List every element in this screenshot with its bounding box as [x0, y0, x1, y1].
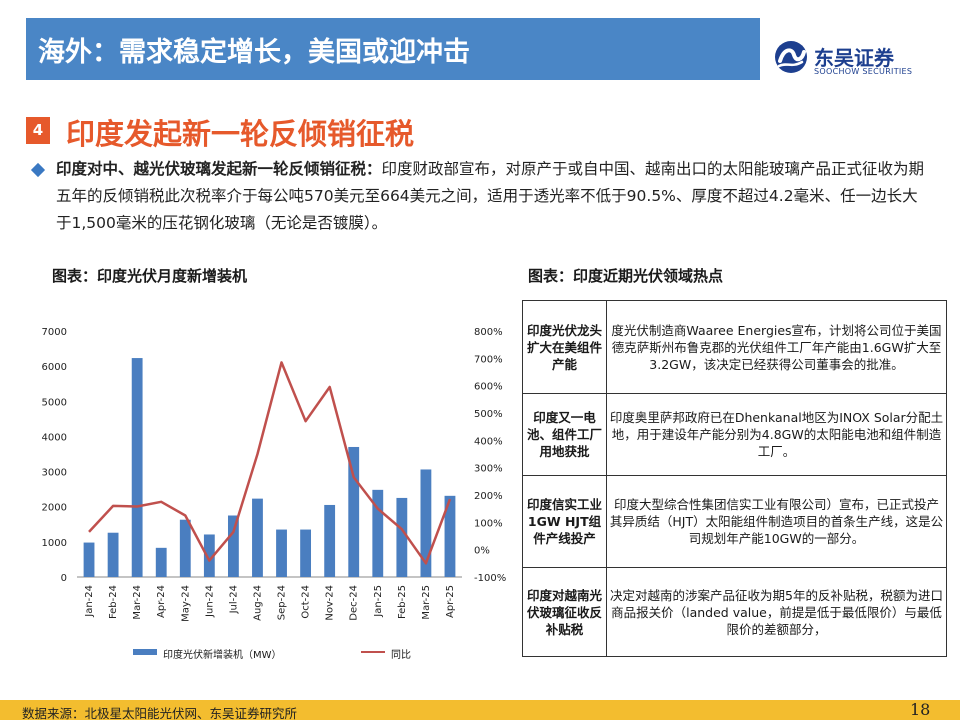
bar	[372, 489, 384, 577]
y-right-tick-label: 400%	[474, 436, 503, 447]
section-number-badge: 4	[26, 117, 50, 144]
x-tick-label: Oct-24	[301, 585, 312, 619]
bar-series	[83, 358, 456, 577]
table-row: 印度信实工业1GW HJT组件产线投产 印度大型综合性集团信实工业有限公司）宣布…	[522, 475, 947, 568]
page-number: 18	[910, 700, 931, 719]
x-tick-label: Feb-24	[108, 585, 119, 619]
table-row: 印度又一电池、组件工厂用地获批 印度奥里萨邦政府已在Dhenkanal地区为IN…	[522, 393, 947, 476]
legend-bar-swatch	[133, 649, 157, 655]
soochow-logo-icon	[775, 41, 807, 73]
x-tick-label: Mar-25	[421, 585, 432, 620]
bar	[324, 504, 336, 577]
bar	[179, 519, 191, 577]
install-chart: 0 1000 2000 3000 4000 5000 6000 7000 -100% 0% 100%…	[42, 327, 507, 622]
legend-line-label: 同比	[391, 650, 411, 661]
bar	[131, 358, 143, 577]
x-tick-label: Aug-24	[252, 585, 263, 621]
bar	[252, 498, 263, 577]
bar	[348, 446, 360, 577]
bar	[444, 495, 456, 577]
bar	[83, 542, 95, 577]
y-left-tick-label: 6000	[42, 362, 67, 373]
y-right-tick-label: 500%	[474, 409, 503, 420]
page-title: 海外：需求稳定增长，美国或迎冲击	[38, 37, 470, 68]
table-cell-desc: 决定对越南的涉案产品征收为期5年的反补贴税，税额为进口商品报关价（landed …	[606, 567, 947, 657]
table-cell-desc: 印度大型综合性集团信实工业有限公司）宣布，已正式投产其异质结（HJT）太阳能组件…	[606, 475, 947, 568]
table-cell-desc: 度光伏制造商Waaree Energies宣布，计划将公司位于美国德克萨斯州布鲁…	[606, 300, 947, 394]
body-lead: 印度对中、越光伏玻璃发起新一轮反倾销征税：	[56, 160, 382, 178]
chart-title: 图表：印度光伏月度新增装机	[52, 267, 248, 285]
y-right-tick-label: 700%	[474, 354, 503, 365]
bar	[420, 469, 432, 577]
x-tick-label: Apr-24	[156, 585, 167, 618]
x-tick-label: Jun-24	[204, 585, 215, 618]
legend-line-swatch	[361, 651, 385, 653]
x-tick-label: Apr-25	[445, 585, 456, 618]
section-title: 印度发起新一轮反倾销征税	[66, 117, 415, 151]
hotspot-table: 印度光伏龙头扩大在美组件产能 度光伏制造商Waaree Energies宣布，计…	[522, 300, 947, 657]
x-tick-label: Jan-25	[373, 585, 384, 618]
body-paragraph: 印度对中、越光伏玻璃发起新一轮反倾销征税：印度财政部宣布，对原产于或自中国、越南…	[56, 156, 926, 237]
x-tick-label: Jan-24	[84, 585, 95, 618]
diamond-bullet-icon	[30, 162, 46, 178]
table-row: 印度光伏龙头扩大在美组件产能 度光伏制造商Waaree Energies宣布，计…	[522, 300, 947, 394]
table-cell-topic: 印度信实工业1GW HJT组件产线投产	[522, 475, 607, 568]
yoy-line	[88, 361, 452, 565]
y-left-tick-label: 1000	[42, 538, 67, 549]
x-tick-label: Sep-24	[277, 585, 288, 620]
header-bar	[26, 18, 760, 80]
y-right-tick-label: 100%	[474, 518, 503, 529]
bar	[276, 529, 287, 577]
y-left-tick-label: 5000	[42, 397, 67, 408]
line-series	[88, 361, 452, 565]
footer-bar	[0, 700, 960, 720]
bar	[396, 497, 408, 577]
x-tick-label: Feb-25	[397, 585, 408, 619]
x-tick-label: Dec-24	[349, 585, 360, 621]
y-right-tick-label: 200%	[474, 491, 503, 502]
legend-bar-label: 印度光伏新增装机（MW）	[163, 650, 282, 661]
table-cell-desc: 印度奥里萨邦政府已在Dhenkanal地区为INOX Solar分配土地，用于建…	[606, 393, 947, 476]
body-text: 印度财政部宣布，对原产于或自中国、越南出口的太阳能玻璃产品正式征收为期五年的反倾…	[56, 160, 925, 232]
x-tick-label: Nov-24	[325, 585, 336, 621]
logo-text-cn: 东吴证券	[814, 46, 894, 70]
bar	[155, 547, 167, 577]
table-cell-topic: 印度又一电池、组件工厂用地获批	[522, 393, 607, 476]
y-left-tick-label: 7000	[42, 327, 67, 338]
table-title: 图表：印度近期光伏领域热点	[528, 267, 724, 285]
y-left-tick-label: 3000	[42, 468, 67, 479]
bar	[300, 529, 312, 577]
bar	[203, 534, 215, 577]
data-source: 数据来源：北极星太阳能光伏网、东吴证券研究所	[22, 706, 298, 720]
x-tick-label: May-24	[180, 585, 191, 622]
tick-labels: 0 1000 2000 3000 4000 5000 6000 7000 -100% 0% 100%…	[42, 327, 507, 622]
table-cell-topic: 印度光伏龙头扩大在美组件产能	[522, 300, 607, 394]
bar	[227, 515, 239, 577]
company-logo: 东吴证券 SOOCHOW SECURITIES	[774, 40, 924, 80]
y-left-tick-label: 0	[61, 573, 67, 584]
y-right-tick-label: 300%	[474, 464, 503, 475]
y-right-tick-label: 600%	[474, 382, 503, 393]
logo-text-en: SOOCHOW SECURITIES	[814, 67, 913, 76]
x-tick-label: Jul-24	[228, 585, 239, 614]
chart-legend: 印度光伏新增装机（MW） 同比	[133, 646, 453, 662]
y-right-tick-label: 800%	[474, 327, 503, 338]
table-row: 印度对越南光伏玻璃征收反补贴税 决定对越南的涉案产品征收为期5年的反补贴税，税额…	[522, 567, 947, 657]
y-left-tick-label: 2000	[42, 503, 67, 514]
y-left-tick-label: 4000	[42, 432, 67, 443]
table-cell-topic: 印度对越南光伏玻璃征收反补贴税	[522, 567, 607, 657]
x-tick-label: Mar-24	[132, 585, 143, 620]
bar	[107, 532, 119, 577]
y-right-tick-label: -100%	[474, 573, 506, 584]
y-right-tick-label: 0%	[474, 546, 490, 557]
